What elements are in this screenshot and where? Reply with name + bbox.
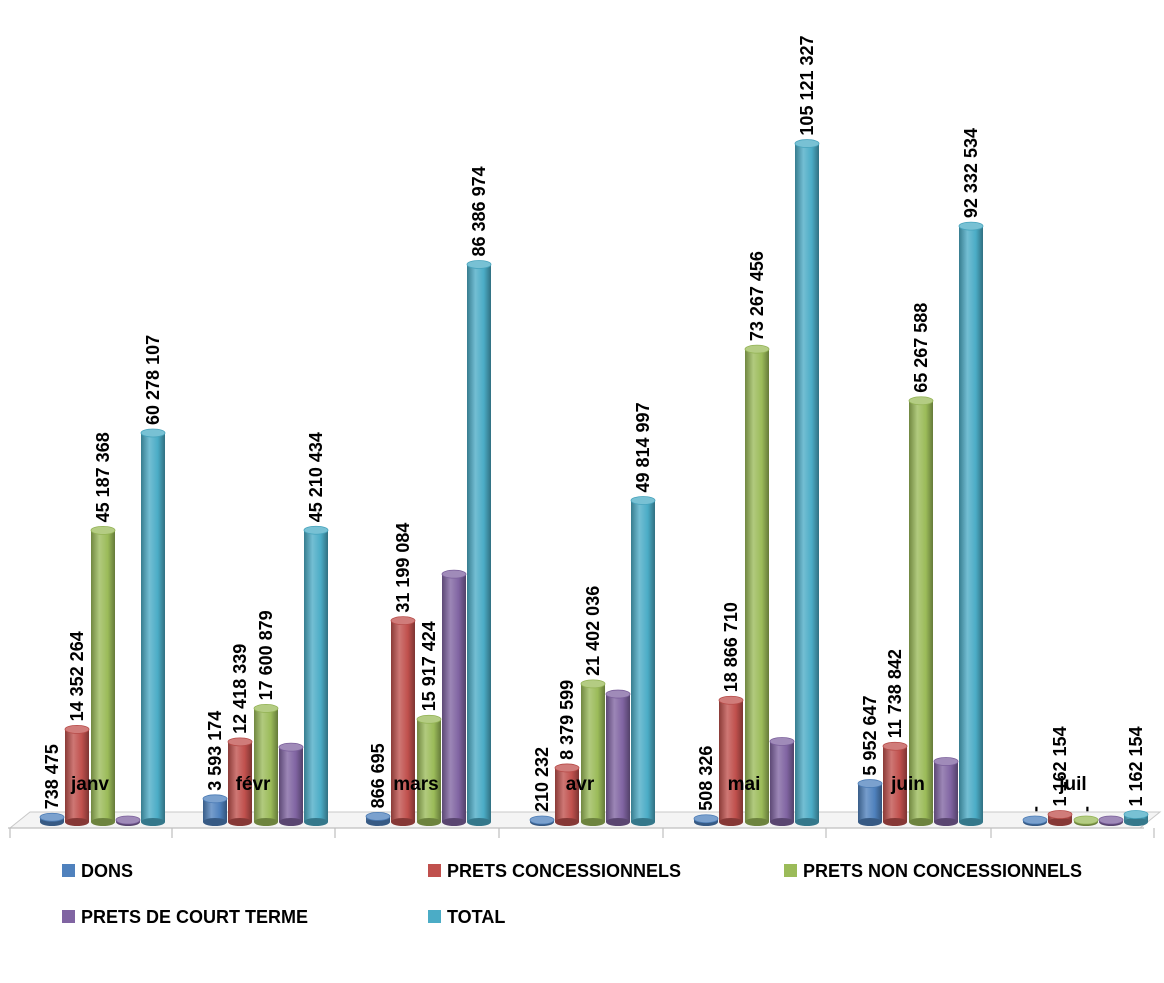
x-tick-label: janv bbox=[70, 774, 109, 795]
x-axis: janv févr mars avr mai juin juil bbox=[8, 774, 1155, 838]
legend-label: PRETS DE COURT TERME bbox=[81, 907, 308, 927]
bar bbox=[744, 344, 770, 826]
bar bbox=[933, 757, 959, 826]
bars bbox=[39, 139, 1149, 826]
bar bbox=[580, 679, 606, 826]
data-label: 31 199 084 bbox=[393, 523, 413, 613]
data-label: 49 814 997 bbox=[633, 402, 653, 492]
bar bbox=[605, 689, 631, 826]
x-tick-label: avr bbox=[566, 774, 595, 795]
x-tick-label: juin bbox=[890, 774, 925, 795]
bar bbox=[416, 714, 442, 826]
bar bbox=[529, 815, 555, 826]
bar bbox=[115, 815, 141, 826]
bar bbox=[466, 260, 492, 826]
bar bbox=[227, 737, 253, 826]
bar bbox=[90, 525, 116, 826]
bar bbox=[1022, 815, 1048, 826]
data-label: 5 952 647 bbox=[860, 696, 880, 776]
x-tick-label: mai bbox=[728, 774, 761, 795]
bar bbox=[908, 396, 934, 826]
data-label: 3 593 174 bbox=[205, 711, 225, 791]
bar bbox=[958, 221, 984, 826]
bar bbox=[1098, 815, 1124, 826]
legend-label: PRETS CONCESSIONNELS bbox=[447, 861, 681, 881]
legend-swatch bbox=[62, 910, 75, 923]
data-label: 45 210 434 bbox=[306, 432, 326, 522]
bar bbox=[39, 812, 65, 826]
x-tick-label: mars bbox=[393, 774, 438, 795]
data-label: 21 402 036 bbox=[583, 586, 603, 676]
data-label: 15 917 424 bbox=[419, 621, 439, 711]
bar bbox=[693, 814, 719, 826]
bar bbox=[253, 704, 279, 826]
bar bbox=[365, 812, 391, 826]
data-label: 210 232 bbox=[532, 747, 552, 812]
data-label: 1 162 154 bbox=[1050, 726, 1070, 806]
data-labels: 738 475 14 352 264 45 187 368 60 278 107 3 5… bbox=[42, 35, 1146, 812]
data-label: 1 162 154 bbox=[1126, 726, 1146, 806]
legend-item: PRETS NON CONCESSIONNELS bbox=[784, 861, 1082, 881]
legend-item: DONS bbox=[62, 861, 133, 881]
bar bbox=[1073, 815, 1099, 826]
data-label: 73 267 456 bbox=[747, 251, 767, 341]
data-label: 92 332 534 bbox=[961, 128, 981, 218]
bar bbox=[794, 139, 820, 826]
bar bbox=[303, 525, 329, 826]
bar bbox=[882, 741, 908, 826]
legend-swatch bbox=[62, 864, 75, 877]
data-label: 45 187 368 bbox=[93, 432, 113, 522]
bar bbox=[64, 724, 90, 826]
data-label: 8 379 599 bbox=[557, 680, 577, 760]
data-label: - bbox=[1025, 806, 1045, 812]
legend-swatch bbox=[428, 910, 441, 923]
bar bbox=[1123, 810, 1149, 826]
bar bbox=[278, 742, 304, 826]
data-label: 18 866 710 bbox=[721, 602, 741, 692]
legend-label: PRETS NON CONCESSIONNELS bbox=[803, 861, 1082, 881]
bar bbox=[140, 428, 166, 826]
data-label: 60 278 107 bbox=[143, 335, 163, 425]
x-tick-label: juil bbox=[1058, 774, 1086, 795]
data-label: 866 695 bbox=[368, 743, 388, 808]
x-tick-label: févr bbox=[236, 774, 271, 795]
bar bbox=[390, 616, 416, 826]
data-label: - bbox=[1076, 806, 1096, 812]
data-label: 738 475 bbox=[42, 744, 62, 809]
bar bbox=[857, 779, 883, 826]
bar bbox=[202, 794, 228, 826]
data-label: 65 267 588 bbox=[911, 303, 931, 393]
data-label: 508 326 bbox=[696, 746, 716, 811]
legend: DONS PRETS CONCESSIONNELS PRETS NON CONCES… bbox=[62, 861, 1082, 927]
data-label: 105 121 327 bbox=[797, 35, 817, 135]
legend-label: TOTAL bbox=[447, 907, 505, 927]
legend-label: DONS bbox=[81, 861, 133, 881]
data-label: 17 600 879 bbox=[256, 610, 276, 700]
bar bbox=[630, 496, 656, 826]
data-label: 14 352 264 bbox=[67, 631, 87, 721]
data-label: 12 418 339 bbox=[230, 644, 250, 734]
bar bbox=[554, 763, 580, 826]
bar bbox=[718, 695, 744, 826]
legend-item: TOTAL bbox=[428, 907, 505, 927]
legend-swatch bbox=[428, 864, 441, 877]
data-label: 86 386 974 bbox=[469, 166, 489, 256]
bar bbox=[1047, 810, 1073, 826]
legend-item: PRETS DE COURT TERME bbox=[62, 907, 308, 927]
legend-item: PRETS CONCESSIONNELS bbox=[428, 861, 681, 881]
data-label: 11 738 842 bbox=[885, 649, 905, 738]
bar bbox=[441, 569, 467, 826]
bar bbox=[769, 737, 795, 826]
legend-swatch bbox=[784, 864, 797, 877]
